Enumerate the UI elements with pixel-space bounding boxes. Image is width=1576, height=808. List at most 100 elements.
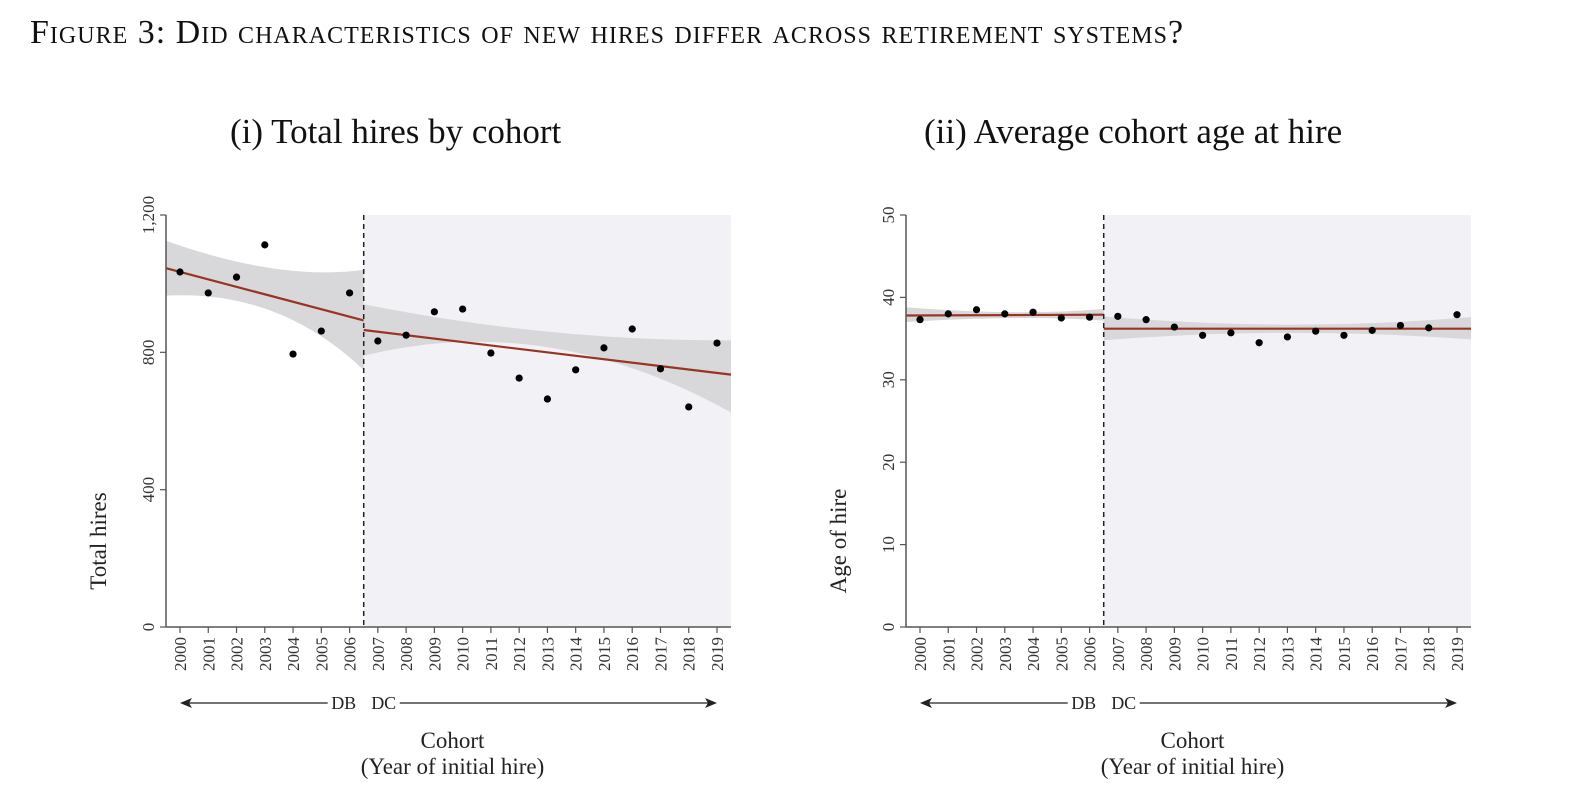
- y-tick-label: 0: [879, 623, 898, 632]
- x-tick-label: 2017: [1391, 637, 1410, 672]
- data-point: [972, 306, 981, 314]
- regime-label-dc: DC: [1111, 693, 1136, 713]
- dc-period-shading: [363, 215, 731, 627]
- data-point: [345, 289, 354, 297]
- data-point: [430, 308, 438, 316]
- data-point: [402, 331, 410, 339]
- x-axis-subtitle: (Year of initial hire): [361, 754, 545, 779]
- fit-line-dc: [363, 328, 732, 376]
- x-tick-label: 2000: [911, 637, 930, 671]
- data-point: [1396, 321, 1405, 330]
- x-tick-label: 2016: [1363, 637, 1382, 671]
- data-point: [685, 403, 693, 411]
- data-point: [1057, 314, 1065, 322]
- x-tick-label: 2002: [228, 637, 247, 671]
- x-tick-label: 2008: [1137, 637, 1156, 671]
- x-tick-label: 2010: [454, 637, 473, 671]
- panel-title-total-hires: (i) Total hires by cohort: [230, 112, 562, 151]
- data-point: [261, 241, 269, 249]
- x-tick-label: 2002: [968, 637, 987, 671]
- x-tick-label: 2015: [1335, 637, 1354, 671]
- arrow-left-icon: [920, 698, 932, 708]
- y-tick-label: 20: [879, 454, 898, 471]
- x-tick-label: 2017: [651, 637, 670, 672]
- x-tick-label: 2015: [595, 637, 614, 671]
- data-point: [1312, 327, 1320, 335]
- x-tick-label: 2009: [425, 637, 444, 671]
- y-tick-label: 800: [139, 340, 158, 366]
- x-tick-label: 2012: [1250, 637, 1269, 671]
- x-tick-label: 2001: [939, 637, 958, 671]
- x-tick-label: 2011: [1222, 637, 1241, 670]
- data-point: [1425, 324, 1433, 332]
- x-tick-label: 2006: [341, 637, 360, 671]
- data-point: [1001, 310, 1009, 318]
- data-point: [176, 268, 184, 276]
- data-point: [543, 395, 552, 403]
- data-point: [487, 349, 495, 357]
- x-axis-title: Cohort: [421, 728, 486, 753]
- x-tick-label: 2003: [996, 637, 1015, 671]
- data-point: [628, 325, 636, 333]
- x-tick-label: 2014: [567, 637, 586, 672]
- y-tick-label: 1,200: [139, 196, 158, 234]
- regime-label-dc: DC: [371, 693, 396, 713]
- figure-title: Figure 3: Did characteristics of new hir…: [30, 14, 1185, 51]
- data-point: [1142, 316, 1150, 324]
- data-point: [232, 273, 241, 281]
- data-point: [1085, 313, 1094, 321]
- regime-label-db: DB: [1071, 693, 1096, 713]
- data-point: [459, 305, 467, 313]
- chart-panel-2: 0 10 20 30 40 50 2000 2001 2002 2003 2004 2005 2006 2…: [826, 207, 1471, 779]
- x-tick-label: 2004: [284, 637, 303, 672]
- data-point: [1283, 333, 1292, 341]
- data-point: [204, 289, 212, 297]
- y-tick-label: 30: [879, 371, 898, 388]
- y-tick-label: 400: [139, 477, 158, 503]
- x-axis-title: Cohort: [1161, 728, 1226, 753]
- panel-title-average-age: (ii) Average cohort age at hire: [924, 112, 1343, 151]
- x-tick-label: 2013: [1278, 637, 1297, 671]
- y-tick-label: 0: [139, 623, 158, 632]
- y-axis-title: Total hires: [86, 492, 111, 589]
- x-tick-label: 2005: [1052, 637, 1071, 671]
- data-point: [1227, 329, 1235, 337]
- arrow-right-icon: [705, 698, 717, 708]
- x-tick-label: 2004: [1024, 637, 1043, 672]
- x-tick-label: 2007: [1109, 637, 1128, 672]
- data-point: [916, 316, 924, 324]
- arrow-left-icon: [180, 698, 192, 708]
- data-point: [656, 365, 665, 373]
- dc-period-shading: [1103, 215, 1471, 627]
- data-point: [1340, 331, 1348, 339]
- data-point: [1453, 311, 1461, 319]
- data-point: [1199, 331, 1207, 339]
- data-point: [713, 339, 721, 347]
- data-point: [374, 337, 382, 345]
- data-point: [317, 327, 325, 335]
- fit-line-db: [165, 267, 364, 322]
- y-tick-label: 40: [879, 289, 898, 306]
- chart-panel-1: 0 400 800 1,200 2000 2001 2002 2003 2004 2005 2006…: [86, 196, 732, 779]
- data-point: [1114, 312, 1122, 320]
- x-tick-label: 2007: [369, 637, 388, 672]
- regime-label-db: DB: [331, 693, 356, 713]
- arrow-right-icon: [1445, 698, 1457, 708]
- x-tick-label: 2018: [680, 637, 699, 671]
- data-point: [572, 366, 580, 374]
- x-tick-label: 2018: [1420, 637, 1439, 671]
- data-point: [1170, 323, 1178, 331]
- data-point: [600, 344, 608, 352]
- data-point: [1029, 308, 1037, 316]
- x-tick-label: 2009: [1165, 637, 1184, 671]
- data-point: [1368, 326, 1376, 334]
- x-axis-subtitle: (Year of initial hire): [1101, 754, 1285, 779]
- confidence-band-db: [166, 240, 364, 371]
- x-tick-label: 2012: [510, 637, 529, 671]
- data-point: [289, 350, 297, 358]
- x-tick-label: 2019: [708, 637, 727, 671]
- confidence-band-dc: [363, 304, 731, 413]
- x-tick-label: 2001: [199, 637, 218, 671]
- x-tick-label: 2014: [1307, 637, 1326, 672]
